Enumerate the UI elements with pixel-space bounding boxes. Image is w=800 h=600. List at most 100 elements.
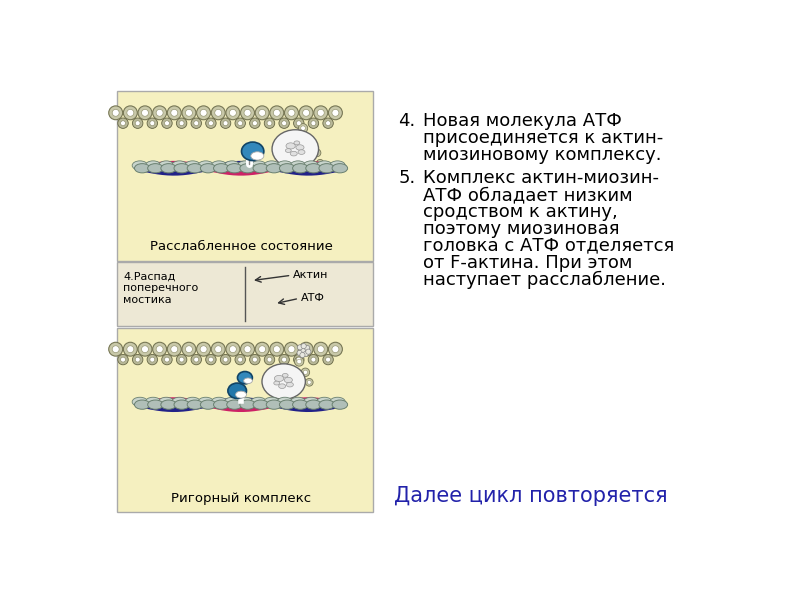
Circle shape <box>118 118 128 128</box>
Circle shape <box>226 106 240 120</box>
Circle shape <box>296 357 302 362</box>
Ellipse shape <box>251 152 264 160</box>
Text: АТФ: АТФ <box>301 293 325 304</box>
Ellipse shape <box>187 164 202 173</box>
Circle shape <box>165 357 170 362</box>
Circle shape <box>285 106 298 120</box>
Circle shape <box>194 121 198 125</box>
Ellipse shape <box>274 376 284 382</box>
Ellipse shape <box>294 141 300 145</box>
Circle shape <box>162 355 172 365</box>
Circle shape <box>317 160 323 166</box>
Circle shape <box>314 106 328 120</box>
Text: от F-актина. При этом: от F-актина. При этом <box>423 254 633 272</box>
Ellipse shape <box>185 161 200 170</box>
Ellipse shape <box>264 397 279 406</box>
Circle shape <box>200 109 207 116</box>
Circle shape <box>306 349 311 354</box>
Ellipse shape <box>296 145 304 150</box>
Circle shape <box>329 342 342 356</box>
Ellipse shape <box>290 397 306 406</box>
Ellipse shape <box>272 130 318 168</box>
Ellipse shape <box>242 142 264 161</box>
Circle shape <box>318 161 322 164</box>
Ellipse shape <box>253 164 269 173</box>
Circle shape <box>279 118 290 128</box>
Ellipse shape <box>214 400 229 409</box>
Circle shape <box>323 118 334 128</box>
Ellipse shape <box>132 161 148 170</box>
Text: поэтому миозиновая: поэтому миозиновая <box>423 220 620 238</box>
Circle shape <box>294 355 304 365</box>
Ellipse shape <box>238 397 253 406</box>
Circle shape <box>305 346 310 350</box>
Circle shape <box>282 357 286 362</box>
Circle shape <box>147 355 158 365</box>
Circle shape <box>238 357 242 362</box>
Circle shape <box>308 118 318 128</box>
Text: 5.: 5. <box>398 169 416 187</box>
Circle shape <box>311 121 316 125</box>
Text: наступает расслабление.: наступает расслабление. <box>423 271 666 289</box>
Ellipse shape <box>148 164 163 173</box>
Circle shape <box>156 346 163 353</box>
Circle shape <box>230 109 236 116</box>
Text: 4.: 4. <box>398 112 416 130</box>
Ellipse shape <box>198 397 214 406</box>
Circle shape <box>258 346 266 353</box>
Ellipse shape <box>266 400 282 409</box>
Circle shape <box>300 352 305 358</box>
Ellipse shape <box>185 397 200 406</box>
Circle shape <box>191 355 202 365</box>
Circle shape <box>264 355 274 365</box>
Circle shape <box>142 346 149 353</box>
Circle shape <box>206 118 216 128</box>
Circle shape <box>253 357 258 362</box>
Circle shape <box>298 345 302 350</box>
Circle shape <box>302 109 310 116</box>
Ellipse shape <box>198 161 214 170</box>
Circle shape <box>313 149 321 157</box>
Circle shape <box>332 109 339 116</box>
Ellipse shape <box>293 400 308 409</box>
Ellipse shape <box>279 400 295 409</box>
Text: Ригорный комплекс: Ригорный комплекс <box>171 492 311 505</box>
Ellipse shape <box>158 161 174 170</box>
Ellipse shape <box>226 164 242 173</box>
Circle shape <box>306 138 315 146</box>
Text: Актин: Актин <box>293 270 328 280</box>
Circle shape <box>307 380 311 384</box>
Circle shape <box>162 118 172 128</box>
Circle shape <box>279 355 290 365</box>
Circle shape <box>244 346 251 353</box>
Circle shape <box>167 106 182 120</box>
Ellipse shape <box>172 397 187 406</box>
Text: Расслабленное состояние: Расслабленное состояние <box>150 240 333 253</box>
Circle shape <box>301 126 306 131</box>
Text: миозиновому комплексу.: миозиновому комплексу. <box>423 146 662 164</box>
Circle shape <box>153 342 166 356</box>
Text: Далее цикл повторяется: Далее цикл повторяется <box>394 486 668 506</box>
Ellipse shape <box>274 381 280 385</box>
Circle shape <box>142 109 149 116</box>
FancyBboxPatch shape <box>117 262 373 326</box>
Ellipse shape <box>286 382 294 387</box>
Ellipse shape <box>330 161 346 170</box>
Circle shape <box>156 109 163 116</box>
Circle shape <box>176 355 187 365</box>
Circle shape <box>296 121 302 125</box>
Circle shape <box>288 109 295 116</box>
Text: головка с АТФ отделяется: головка с АТФ отделяется <box>423 237 674 255</box>
Ellipse shape <box>161 164 176 173</box>
Circle shape <box>223 357 228 362</box>
Ellipse shape <box>277 397 293 406</box>
Circle shape <box>153 106 166 120</box>
Ellipse shape <box>224 161 240 170</box>
Ellipse shape <box>264 161 279 170</box>
Circle shape <box>197 106 210 120</box>
Ellipse shape <box>303 397 319 406</box>
Circle shape <box>194 357 198 362</box>
Circle shape <box>135 121 140 125</box>
Circle shape <box>326 357 330 362</box>
Ellipse shape <box>146 397 161 406</box>
